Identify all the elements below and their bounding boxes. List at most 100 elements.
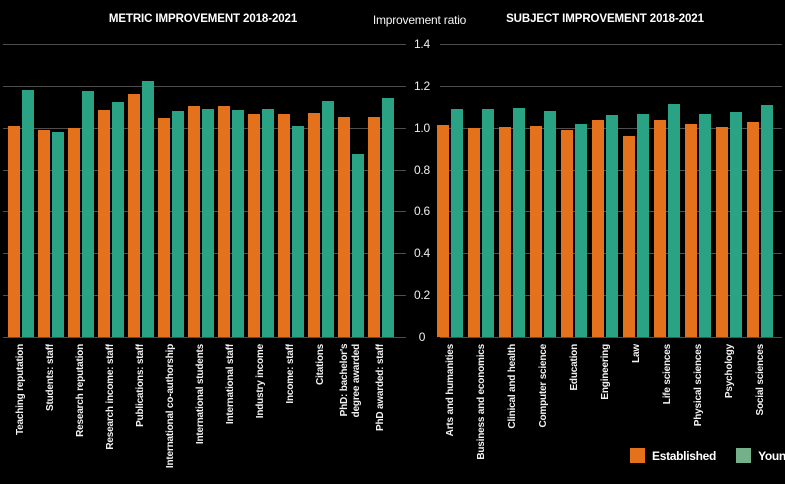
x-category-label-text: Business and economics xyxy=(475,344,487,460)
bar-young xyxy=(761,105,773,337)
y-axis-title: Improvement ratio xyxy=(372,13,467,27)
x-category-label: PhD awarded: staff xyxy=(366,344,396,482)
bar-established xyxy=(592,120,604,337)
bar-young xyxy=(730,112,742,337)
bar-young xyxy=(575,124,587,337)
bar-established xyxy=(8,126,20,337)
bar-young xyxy=(262,109,274,337)
x-category-label-text: Arts and humanities xyxy=(444,344,456,437)
x-category-label-text: International co-authorship xyxy=(165,344,177,469)
legend-label-established: Established xyxy=(652,448,717,463)
x-category-label: PhD: bachelor's degree awarded xyxy=(336,344,366,482)
bar-established xyxy=(158,118,170,337)
bar-established xyxy=(716,127,728,337)
bar-established xyxy=(368,117,380,337)
x-category-label-text: Computer science xyxy=(537,344,549,428)
bar-established xyxy=(437,125,449,337)
x-category-label-text: Research income: staff xyxy=(105,344,117,450)
x-category-label: Research income: staff xyxy=(96,344,126,482)
x-category-label-text: Education xyxy=(568,344,580,391)
x-category-label: Citations xyxy=(306,344,336,482)
gridline xyxy=(3,337,406,338)
bar-established xyxy=(188,106,200,337)
x-category-label-text: Clinical and health xyxy=(506,344,518,429)
y-tick-label: 0.8 xyxy=(413,163,431,177)
bar-established xyxy=(278,114,290,337)
bar-established xyxy=(98,110,110,337)
x-category-label: Clinical and health xyxy=(497,344,528,482)
bar-established xyxy=(248,114,260,337)
bar-established xyxy=(128,94,140,337)
x-category-label-text: Publications: staff xyxy=(135,344,147,427)
x-category-label: Teaching reputation xyxy=(6,344,36,482)
bar-established xyxy=(38,130,50,337)
gridline xyxy=(440,337,782,338)
x-category-label-text: Physical sciences xyxy=(692,344,704,427)
bar-young xyxy=(142,81,154,337)
bar-young xyxy=(352,154,364,337)
x-category-label-text: International staff xyxy=(225,344,237,425)
x-category-label: Industry income xyxy=(246,344,276,482)
y-tick-label: 1.0 xyxy=(413,121,431,135)
x-category-label-text: Industry income xyxy=(255,344,267,419)
bar-young xyxy=(606,115,618,337)
x-category-label: Income: staff xyxy=(276,344,306,482)
bar-young xyxy=(292,126,304,337)
y-tick-label: 0.2 xyxy=(413,288,431,302)
y-tick-label: 0 xyxy=(418,330,426,344)
bar-young xyxy=(202,109,214,337)
x-category-label: International co-authorship xyxy=(156,344,186,482)
bar-young xyxy=(513,108,525,337)
gridline xyxy=(440,86,782,87)
x-category-label: Research reputation xyxy=(66,344,96,482)
x-category-label: Publications: staff xyxy=(126,344,156,482)
x-category-label-text: PhD: bachelor's degree awarded xyxy=(339,344,362,418)
x-category-label-text: International students xyxy=(195,344,207,445)
bar-young xyxy=(172,111,184,337)
x-category-label: Business and economics xyxy=(466,344,497,482)
x-category-label-text: Research reputation xyxy=(75,344,87,437)
x-category-label-text: Income: staff xyxy=(285,344,297,404)
bar-young xyxy=(112,102,124,337)
y-tick-label: 1.4 xyxy=(413,37,431,51)
y-tick-label: 0.6 xyxy=(413,204,431,218)
bar-established xyxy=(654,120,666,337)
bar-established xyxy=(468,128,480,337)
x-category-label-text: Engineering xyxy=(599,344,611,400)
y-tick-label: 0.4 xyxy=(413,246,431,260)
chart-title-metric: METRIC IMPROVEMENT 2018-2021 xyxy=(108,13,298,25)
x-category-label: Education xyxy=(559,344,590,482)
x-category-label-text: Citations xyxy=(315,344,327,385)
x-category-label: Engineering xyxy=(590,344,621,482)
x-category-label: Students: staff xyxy=(36,344,66,482)
x-category-label-text: Social sciences xyxy=(754,344,766,416)
chart-title-subject: SUBJECT IMPROVEMENT 2018-2021 xyxy=(506,13,704,25)
bar-established xyxy=(499,127,511,337)
x-category-label: International students xyxy=(186,344,216,482)
y-tick-label: 1.2 xyxy=(413,79,431,93)
x-category-label: Arts and humanities xyxy=(435,344,466,482)
bar-established xyxy=(747,122,759,337)
bar-young xyxy=(544,111,556,337)
bar-established xyxy=(338,117,350,337)
bar-young xyxy=(451,109,463,337)
legend-swatch-young xyxy=(736,448,752,463)
gridline xyxy=(3,44,406,45)
x-category-label-text: Teaching reputation xyxy=(15,344,27,436)
bar-established xyxy=(218,106,230,337)
bar-young xyxy=(82,91,94,337)
bar-established xyxy=(623,136,635,337)
x-category-label: International staff xyxy=(216,344,246,482)
bar-established xyxy=(530,126,542,337)
x-category-label-text: PhD awarded: staff xyxy=(375,344,387,431)
x-category-label: Computer science xyxy=(528,344,559,482)
bar-young xyxy=(382,98,394,337)
bar-young xyxy=(232,110,244,337)
x-category-label-text: Psychology xyxy=(723,344,735,399)
bar-young xyxy=(637,114,649,337)
bar-young xyxy=(322,101,334,337)
bar-young xyxy=(482,109,494,337)
legend: Established Young xyxy=(630,448,785,463)
bar-established xyxy=(308,113,320,337)
